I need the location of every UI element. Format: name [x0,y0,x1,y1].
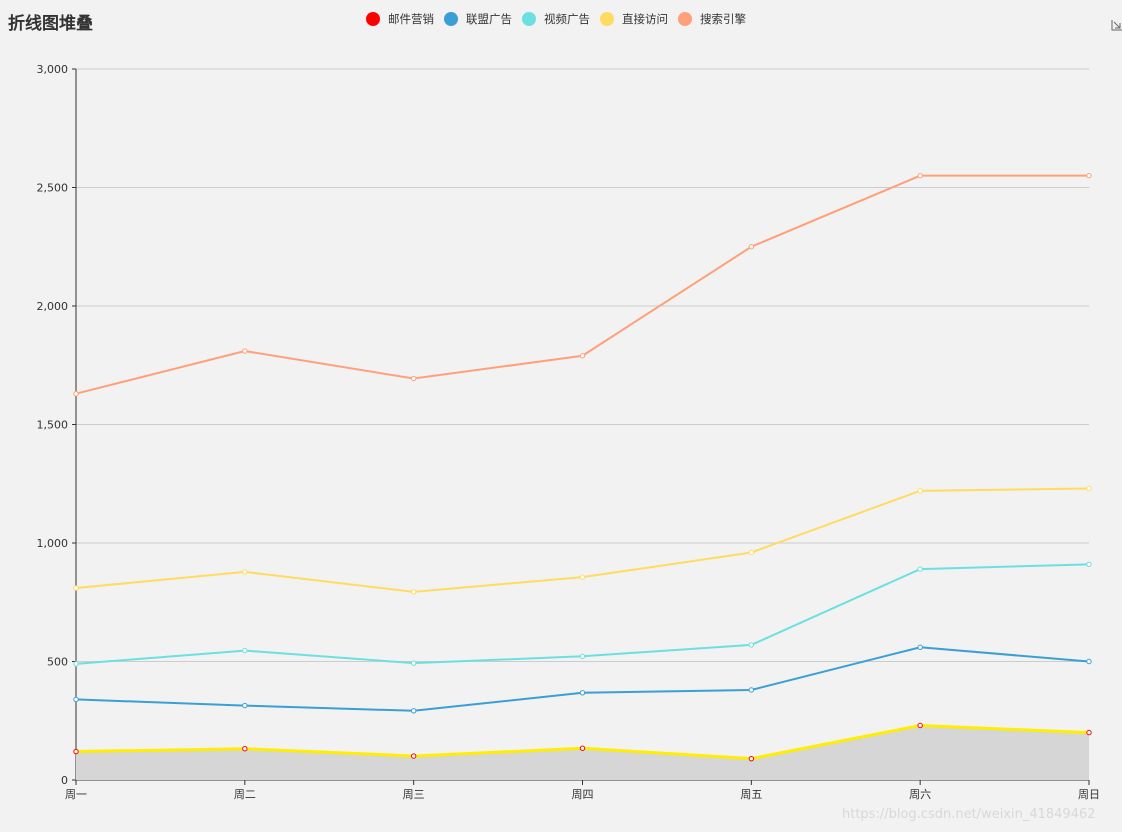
legend-item-union-ads[interactable]: 联盟广告 [444,11,512,27]
data-point-1 [410,708,417,714]
x-tick-label: 周二 [234,788,256,801]
data-point-2 [917,566,923,572]
legend-item-search[interactable]: 搜索引擎 [678,11,746,27]
legend-label-video-ads: 视频广告 [544,12,590,26]
data-point-2 [748,642,755,648]
data-point-1 [1086,658,1092,665]
data-point-0 [1086,729,1092,736]
data-point-3 [410,589,417,595]
legend-item-direct[interactable]: 直接访问 [600,11,668,27]
data-point-4 [410,375,417,382]
data-point-3 [579,574,586,580]
data-point-2 [579,653,586,659]
y-tick-label: 500 [47,656,68,669]
legend-label-email: 邮件营销 [388,12,434,26]
x-tick-label: 周三 [403,788,425,801]
legend-marker-email [366,12,380,26]
data-point-3 [73,585,79,591]
legend-item-email[interactable]: 邮件营销 [366,11,434,27]
y-tick-label: 2,000 [37,300,69,313]
y-tick-label: 1,500 [37,419,69,432]
chart-legend: 邮件营销 联盟广告 视频广告 直接访问 搜索引擎 [366,11,756,27]
data-point-3 [1086,485,1092,492]
data-point-1 [917,644,923,650]
data-point-0 [410,753,417,759]
legend-marker-search [678,12,692,26]
y-tick-label: 0 [61,774,68,787]
legend-marker-union-ads [444,12,458,26]
y-tick-label: 1,000 [37,537,69,550]
data-point-2 [410,660,417,666]
x-tick-label: 周日 [1078,788,1100,801]
x-tick-label: 周一 [65,788,87,801]
x-tick-label: 周四 [572,788,594,801]
data-point-3 [917,488,923,494]
legend-marker-video-ads [522,12,536,26]
data-point-1 [748,687,755,693]
series-line-4 [75,174,1089,395]
data-point-2 [242,647,248,654]
data-point-1 [73,696,79,703]
data-point-0 [579,745,586,751]
data-point-4 [579,353,586,359]
data-point-1 [579,690,586,696]
data-point-2 [73,661,79,667]
data-point-2 [1086,561,1092,568]
data-point-4 [748,244,755,250]
data-point-4 [242,348,248,354]
legend-label-search: 搜索引擎 [700,12,746,26]
series-area-email [76,725,1089,780]
watermark: https://blog.csdn.net/weixin_41849462 [842,807,1096,822]
data-point-0 [242,746,248,752]
download-icon[interactable] [1110,16,1122,32]
y-tick-label: 2,500 [37,182,69,195]
data-point-0 [73,748,79,755]
y-tick-label: 3,000 [37,63,69,76]
data-point-4 [1086,172,1092,179]
x-tick-label: 周五 [740,788,762,801]
data-point-0 [917,722,923,729]
legend-item-video-ads[interactable]: 视频广告 [522,11,590,27]
data-point-1 [242,702,248,709]
data-point-3 [748,549,755,556]
chart-title: 折线图堆叠 [8,14,93,34]
data-point-4 [917,172,923,179]
legend-label-direct: 直接访问 [622,12,668,26]
data-point-0 [748,755,755,762]
data-point-3 [242,569,248,575]
x-tick-label: 周六 [909,788,931,801]
legend-marker-direct [600,12,614,26]
data-point-4 [73,390,79,397]
legend-label-union-ads: 联盟广告 [466,12,512,26]
